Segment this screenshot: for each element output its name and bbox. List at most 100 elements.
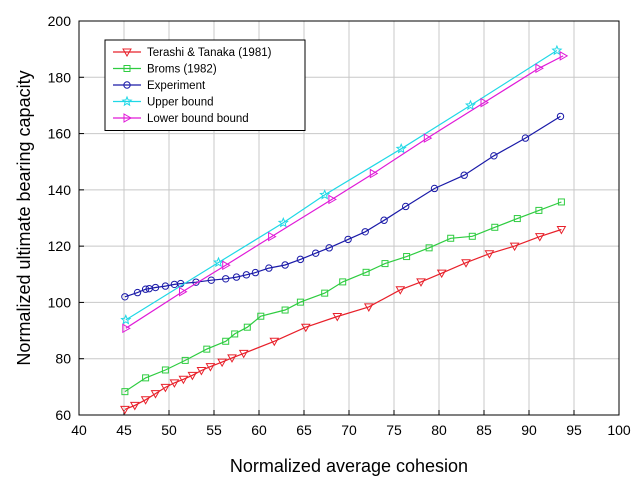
data-point — [332, 313, 343, 322]
data-point — [556, 112, 565, 121]
data-point — [319, 189, 331, 200]
data-point — [321, 289, 329, 297]
y-tick-label: 200 — [48, 13, 72, 29]
x-tick-label: 70 — [341, 422, 357, 438]
data-point — [203, 345, 211, 353]
data-point — [227, 354, 237, 363]
data-point — [179, 286, 188, 297]
data-point — [121, 388, 129, 396]
data-point — [300, 323, 311, 333]
legend-item: Terashi & Tanaka (1981) — [113, 47, 272, 59]
data-point — [395, 142, 407, 154]
legend: Terashi & Tanaka (1981) Broms (1982) Exper… — [104, 39, 306, 131]
series-line — [124, 201, 562, 393]
series-1 — [120, 226, 567, 415]
x-tick-label: 65 — [296, 422, 312, 438]
data-point — [207, 276, 216, 284]
data-point — [243, 323, 251, 331]
data-point — [425, 244, 433, 252]
x-tick-label: 55 — [206, 422, 222, 438]
data-point — [251, 268, 260, 277]
series-layer — [120, 44, 569, 415]
data-point — [480, 97, 490, 108]
legend-item: Lower bound bound — [113, 113, 249, 125]
data-point — [160, 383, 171, 393]
data-point — [362, 268, 370, 276]
data-point — [151, 283, 160, 292]
legend-marker — [121, 95, 133, 107]
series-line — [124, 228, 562, 410]
data-point — [436, 269, 447, 279]
data-point — [120, 405, 130, 415]
data-point — [265, 264, 273, 272]
x-tick-label: 50 — [161, 422, 177, 438]
legend-label: Lower bound bound — [147, 113, 249, 125]
data-point — [513, 215, 521, 223]
series-3 — [121, 112, 565, 301]
data-point — [129, 401, 140, 411]
legend-item: Experiment — [113, 80, 206, 92]
data-point — [178, 375, 189, 385]
data-point — [150, 390, 161, 399]
data-point — [232, 273, 241, 281]
data-point — [281, 261, 289, 269]
series-5 — [122, 51, 569, 334]
x-axis-label: Normalized average cohesion — [230, 456, 468, 476]
y-tick-label: 100 — [48, 294, 72, 310]
data-point — [222, 260, 231, 271]
y-tick-label: 140 — [48, 182, 72, 198]
data-point — [490, 152, 498, 160]
data-point — [238, 349, 249, 359]
data-point — [556, 226, 567, 235]
x-tick-label: 60 — [251, 422, 267, 438]
data-point — [559, 51, 569, 61]
x-tick-label: 75 — [386, 422, 402, 438]
legend-label: Upper bound — [147, 97, 214, 109]
data-point — [325, 244, 333, 252]
data-point — [344, 235, 352, 244]
legend-item: Broms (1982) — [113, 64, 217, 76]
x-tick-label: 85 — [476, 422, 492, 438]
x-tick-label: 90 — [521, 422, 537, 438]
data-point — [205, 363, 216, 372]
data-point — [339, 278, 347, 286]
y-tick-label: 180 — [48, 69, 72, 85]
data-point — [141, 285, 150, 293]
data-point — [268, 231, 277, 242]
data-point — [140, 396, 151, 405]
legend-label: Experiment — [147, 80, 206, 92]
legend-marker — [123, 81, 131, 89]
data-point — [509, 242, 520, 252]
data-point — [328, 194, 337, 205]
data-point — [380, 216, 388, 224]
series-line — [125, 55, 564, 329]
data-point — [120, 314, 132, 325]
data-point — [381, 260, 389, 268]
data-point — [181, 356, 189, 364]
data-point — [557, 198, 565, 206]
data-point — [403, 253, 411, 261]
data-point — [363, 303, 374, 312]
data-point — [277, 216, 289, 228]
data-point — [122, 323, 131, 334]
x-tick-label: 40 — [71, 422, 87, 438]
x-tick-label: 80 — [431, 422, 447, 438]
data-point — [416, 278, 426, 287]
y-axis-label: Normalized ultimate bearing capacity — [14, 70, 34, 365]
data-point — [296, 298, 304, 306]
legend-item: Upper bound — [113, 95, 214, 109]
data-point — [169, 379, 180, 388]
data-point — [242, 271, 251, 279]
data-point — [281, 306, 289, 314]
data-point — [464, 99, 477, 111]
x-tick-label: 45 — [116, 422, 132, 438]
data-point — [217, 358, 227, 368]
data-point — [222, 275, 230, 283]
legend-marker — [123, 65, 131, 72]
axis-ticks: 40 45 50 55 60 65 70 75 80 85 90 95 100 60 80 100 120 140… — [48, 13, 631, 438]
data-point — [423, 133, 433, 143]
data-point — [535, 206, 543, 214]
data-point — [430, 184, 439, 193]
y-tick-label: 120 — [48, 238, 72, 254]
